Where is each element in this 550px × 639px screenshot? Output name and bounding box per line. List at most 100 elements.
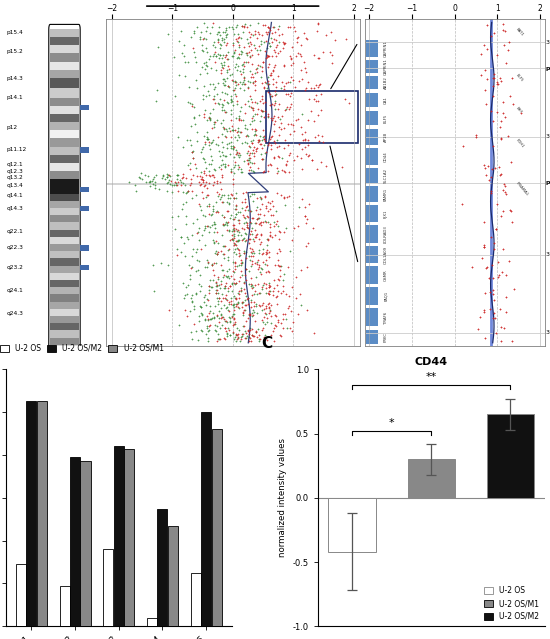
Point [240,205,249,215]
Point [276,261,285,272]
Point [234,248,243,258]
Point [234,29,243,40]
Bar [50,222,79,229]
Point [285,167,294,177]
Point [212,311,221,321]
Point [208,265,217,275]
Point [243,148,251,158]
Point [230,47,239,57]
Point [240,22,249,32]
Point [270,323,278,334]
Point [232,301,240,311]
Point [230,332,239,342]
Point [146,177,155,187]
Point [217,183,226,194]
Point [205,281,214,291]
Point [274,48,283,58]
Point [262,288,271,298]
Point [192,255,201,265]
Point [179,187,188,197]
Point [293,32,302,42]
Point [229,24,238,34]
Point [280,166,289,176]
Point [264,140,273,150]
Point [217,276,226,286]
Point [298,194,306,204]
Point [245,323,254,334]
Point [240,246,249,256]
Point [256,111,265,121]
Point [253,109,262,119]
Point [264,21,273,31]
Point [302,67,311,77]
Point [263,75,272,86]
Point [245,332,254,343]
Point [221,323,229,333]
Point [494,79,503,89]
Point [247,102,256,112]
Point [283,261,292,272]
Point [255,139,264,150]
Point [480,307,489,318]
Point [204,325,213,335]
Point [213,89,222,99]
Bar [50,295,79,302]
Point [266,100,274,111]
Point [278,153,287,163]
Point [230,76,239,86]
Point [211,42,219,52]
Point [218,272,227,282]
Point [259,98,268,109]
Point [327,58,336,68]
Point [259,134,268,144]
Point [169,52,178,62]
Point [240,137,249,147]
Point [278,36,287,47]
Point [195,235,204,245]
Point [216,176,225,187]
Point [232,35,240,45]
Point [474,324,483,334]
Point [192,136,201,146]
Point [212,178,221,189]
Point [252,257,261,267]
Point [232,293,240,304]
Point [210,172,218,182]
Point [271,230,279,240]
Point [257,94,266,104]
Point [228,300,237,311]
Point [205,210,213,220]
Text: q24.1: q24.1 [7,288,23,293]
Point [303,33,312,43]
Text: p14.1: p14.1 [7,95,23,100]
Point [263,245,272,255]
Point [229,328,238,338]
Point [159,171,168,181]
Point [219,249,228,259]
Point [202,127,211,137]
Point [249,305,257,315]
Point [234,217,243,227]
Point [272,142,281,152]
Point [232,145,241,155]
Point [255,288,263,298]
Point [178,171,187,181]
Point [225,226,234,236]
Point [246,296,255,307]
Point [225,197,234,208]
Point [173,170,182,180]
Point [500,180,509,190]
Point [230,312,239,323]
Point [258,279,267,289]
Point [481,333,490,343]
Point [208,135,217,145]
Point [265,286,273,296]
Point [261,307,270,318]
Point [197,179,206,189]
Point [255,96,264,106]
Point [223,160,232,171]
Point [218,102,227,112]
Point [257,39,266,49]
Point [487,173,496,183]
Point [211,82,219,92]
